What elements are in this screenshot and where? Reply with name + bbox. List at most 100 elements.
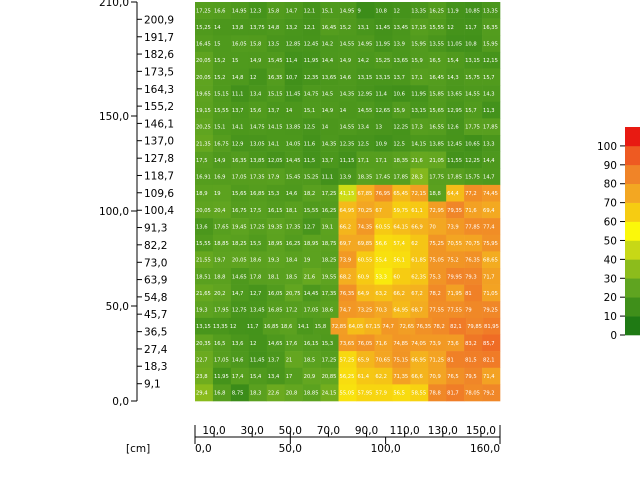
cell-value-label: 64,15 xyxy=(393,224,408,230)
heatmap-cell xyxy=(230,151,250,169)
cell-value-label: 17,35 xyxy=(250,175,265,181)
heatmap-cell xyxy=(428,367,447,385)
heatmap-cell xyxy=(320,268,339,285)
cell-value-label: 29,4 xyxy=(196,391,208,397)
y-minor-tick-label: 182,6 xyxy=(144,49,174,61)
cell-value-label: 79,25 xyxy=(483,308,498,314)
x-minor-tick-label: 50,0 xyxy=(279,425,302,437)
cell-value-label: 17,05 xyxy=(304,308,319,314)
cell-value-label: 15,8 xyxy=(250,42,262,48)
cell-value-label: 15,2 xyxy=(340,25,352,31)
cell-value-label: 12,25 xyxy=(393,125,408,131)
heatmap-cell xyxy=(338,234,357,252)
cell-value-label: 12,15 xyxy=(483,58,498,64)
cell-value-label: 19,3 xyxy=(196,308,208,314)
cell-value-label: 74,85 xyxy=(393,341,408,347)
heatmap-cell xyxy=(195,268,214,285)
cell-value-label: 16,45 xyxy=(429,75,444,81)
heatmap-cell xyxy=(374,301,393,319)
colorbar-segment xyxy=(625,278,640,298)
heatmap-cell xyxy=(356,384,375,402)
cell-value-label: 17,1 xyxy=(357,158,369,164)
cell-value-label: 13,5 xyxy=(268,42,280,48)
cell-value-label: 14,35 xyxy=(340,91,355,97)
cell-value-label: 75,3 xyxy=(429,274,441,280)
cell-value-label: 77,55 xyxy=(447,308,462,314)
cell-value-label: 57,95 xyxy=(357,391,372,397)
heatmap-cell xyxy=(195,168,214,186)
heatmap-cell xyxy=(374,118,393,136)
cell-value-label: 15,45 xyxy=(286,175,301,181)
heatmap-cell xyxy=(356,201,375,219)
cell-value-label: 62,35 xyxy=(411,274,426,280)
heatmap-cell xyxy=(356,2,375,19)
cell-value-label: 12,6 xyxy=(447,125,459,131)
cell-value-label: 13,7 xyxy=(393,75,405,81)
colorbar-segment xyxy=(625,145,640,166)
cell-value-label: 15,55 xyxy=(304,208,319,214)
heatmap-cell xyxy=(356,118,375,136)
cell-value-label: 53,3 xyxy=(375,274,387,280)
heatmap-cell xyxy=(482,151,501,169)
colorbar-segment xyxy=(625,316,640,336)
heatmap-cell xyxy=(392,334,411,352)
heatmap-cell xyxy=(320,201,339,219)
cell-value-label: 13,85 xyxy=(286,125,301,131)
cell-value-label: 14,8 xyxy=(232,75,244,81)
cell-value-label: 21,6 xyxy=(411,158,423,164)
heatmap-cell xyxy=(212,51,232,69)
cell-value-label: 12,3 xyxy=(250,8,262,14)
cell-value-label: 15,4 xyxy=(447,58,459,64)
heatmap-cell xyxy=(464,51,483,69)
cell-value-label: 15,95 xyxy=(483,42,498,48)
heatmap-cell xyxy=(392,101,411,119)
cell-value-label: 14 xyxy=(340,108,347,114)
colorbar-tick-label: 0 xyxy=(610,330,617,342)
heatmap-cell xyxy=(284,351,303,369)
heatmap-cell xyxy=(195,2,214,19)
cell-value-label: 16,8 xyxy=(214,391,226,397)
cell-value-label: 71,4 xyxy=(483,374,495,380)
cell-value-label: 9 xyxy=(357,8,360,14)
cell-value-label: 76,5 xyxy=(447,374,459,380)
cell-value-label: 12,95 xyxy=(447,108,462,114)
heatmap-cell xyxy=(410,251,429,269)
heatmap-cell xyxy=(230,2,250,19)
heatmap-cell xyxy=(212,2,232,19)
heatmap-cell xyxy=(195,51,214,69)
heatmap-cell xyxy=(230,101,250,119)
heatmap-cell xyxy=(483,317,501,335)
colorbar-segment xyxy=(625,183,640,203)
heatmap-cell xyxy=(410,85,429,103)
cell-value-label: 15,85 xyxy=(429,91,444,97)
cell-value-label: 12,1 xyxy=(304,8,316,14)
heatmap-cell xyxy=(248,268,268,285)
heatmap-cell xyxy=(410,334,429,352)
heatmap-cell xyxy=(245,317,264,335)
cell-value-label: 14,45 xyxy=(304,291,319,297)
heatmap-cell xyxy=(212,118,232,136)
cell-value-label: 14,7 xyxy=(286,8,298,14)
heatmap-cell xyxy=(446,218,465,236)
heatmap-cell xyxy=(446,118,465,136)
cell-value-label: 77,2 xyxy=(465,191,477,197)
cell-value-label: 76,35 xyxy=(416,324,431,330)
heatmap-cell xyxy=(392,151,411,169)
heatmap-cell xyxy=(266,284,285,302)
heatmap-cell xyxy=(446,35,465,53)
cell-value-label: 15,75 xyxy=(465,175,480,181)
heatmap-cell xyxy=(446,384,465,402)
heatmap-cell xyxy=(320,301,339,319)
cell-value-label: 18,8 xyxy=(214,274,226,280)
heatmap-cell xyxy=(302,68,321,86)
cell-value-label: 17,4 xyxy=(232,374,244,380)
heatmap-cell xyxy=(428,18,447,36)
heatmap-cell xyxy=(195,101,214,119)
heatmap-cell xyxy=(446,334,465,352)
heatmap-cell xyxy=(195,35,214,53)
cell-value-label: 18,8 xyxy=(429,191,441,197)
cell-value-label: 14,55 xyxy=(340,125,355,131)
cell-value-label: 19,45 xyxy=(232,224,247,230)
cell-value-label: 18,5 xyxy=(286,274,298,280)
cell-value-label: 13,15 xyxy=(196,324,211,330)
